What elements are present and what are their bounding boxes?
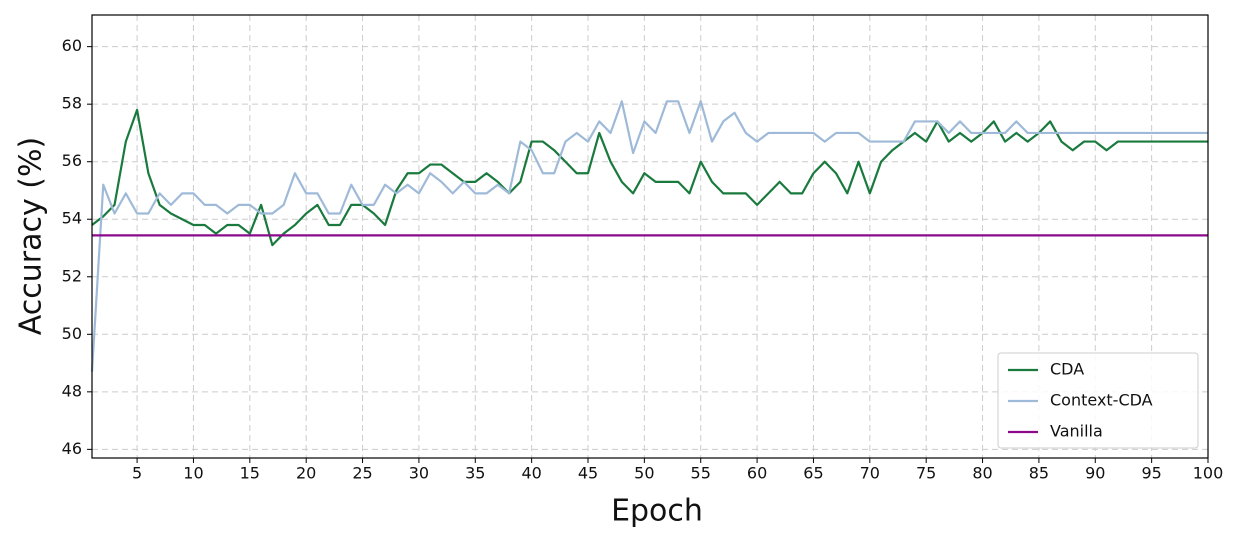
- x-tick-label: 100: [1193, 464, 1224, 483]
- x-tick-label: 65: [803, 464, 823, 483]
- y-tick-label: 58: [62, 94, 82, 113]
- y-tick-label: 54: [62, 209, 82, 228]
- y-tick-label: 48: [62, 381, 82, 400]
- x-tick-label: 50: [634, 464, 654, 483]
- x-tick-label: 90: [1085, 464, 1105, 483]
- x-tick-label: 55: [691, 464, 711, 483]
- legend-label: CDA: [1050, 360, 1084, 379]
- x-tick-label: 35: [465, 464, 485, 483]
- x-tick-label: 60: [747, 464, 767, 483]
- x-tick-label: 45: [578, 464, 598, 483]
- y-tick-label: 46: [62, 439, 82, 458]
- x-tick-label: 75: [916, 464, 936, 483]
- y-tick-label: 56: [62, 151, 82, 170]
- series-line: [90, 100, 1208, 372]
- plot-frame: [91, 14, 1209, 459]
- x-tick-label: 5: [132, 464, 142, 483]
- legend-label: Vanilla: [1050, 422, 1103, 441]
- x-tick-label: 95: [1141, 464, 1161, 483]
- y-tick-label: 60: [62, 36, 82, 55]
- x-tick-label: 70: [860, 464, 880, 483]
- series-line: [91, 108, 1208, 247]
- legend-label: Context-CDA: [1050, 391, 1153, 410]
- x-tick-label: 40: [521, 464, 541, 483]
- x-tick-label: 85: [1029, 464, 1049, 483]
- x-tick-label: 25: [352, 464, 372, 483]
- legend-box: [997, 352, 1199, 449]
- y-axis-label: Accuracy (%): [14, 137, 49, 335]
- x-axis-label: Epoch: [611, 494, 703, 529]
- x-tick-label: 15: [240, 464, 260, 483]
- y-tick-label: 50: [62, 324, 82, 343]
- x-tick-label: 30: [409, 464, 429, 483]
- legend: CDA Context-CDA Vanilla: [997, 352, 1199, 449]
- x-tick-label: 10: [183, 464, 203, 483]
- x-tick-label: 80: [972, 464, 992, 483]
- y-tick-label: 52: [62, 266, 82, 285]
- x-tick-label: 20: [296, 464, 316, 483]
